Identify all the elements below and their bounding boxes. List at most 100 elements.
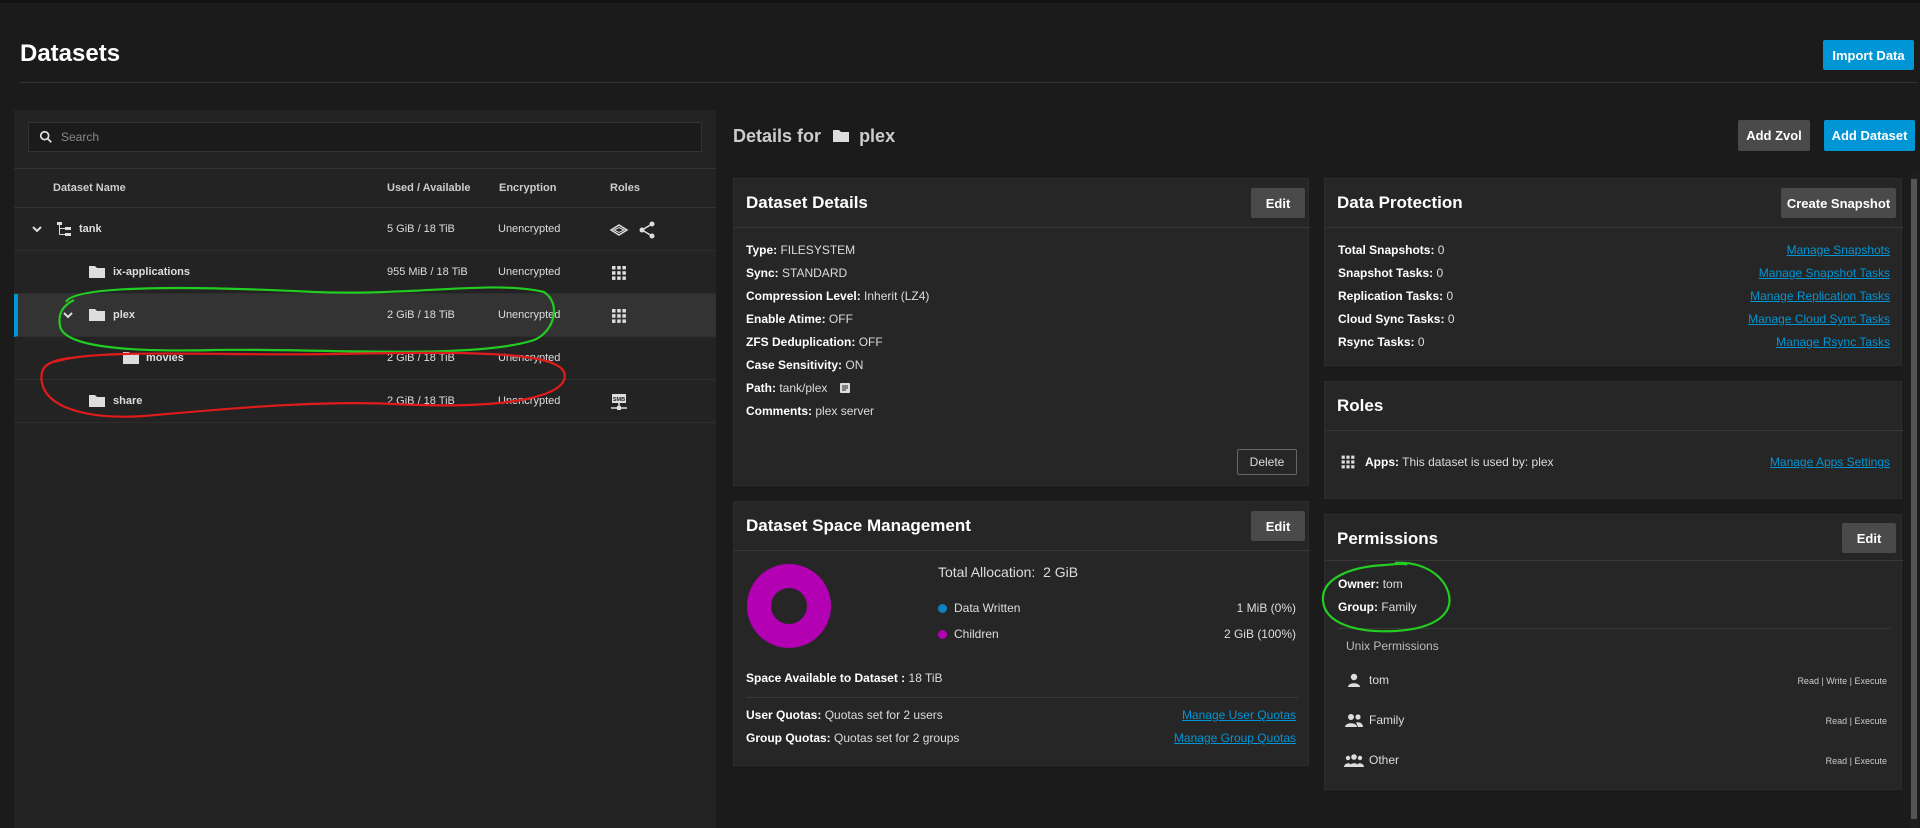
used-available: 2 GiB / 18 TiB <box>387 352 455 364</box>
col-dataset-name[interactable]: Dataset Name <box>53 182 126 194</box>
space-available: Space Available to Dataset : 18 TiB <box>746 671 943 685</box>
apps-grid-icon <box>1341 455 1355 469</box>
dataset-details-card: Dataset Details Edit Type: FILESYSTEM Sy… <box>733 178 1310 486</box>
add-zvol-button[interactable]: Add Zvol <box>1738 120 1810 151</box>
permission-entry-name: Family <box>1369 713 1405 727</box>
divider <box>1337 628 1891 629</box>
edit-space-button[interactable]: Edit <box>1251 511 1305 541</box>
manage-rsync-tasks-link[interactable]: Manage Rsync Tasks <box>1776 335 1890 349</box>
encryption-status: Unencrypted <box>498 223 561 235</box>
table-header: Dataset Name Used / Available Encryption… <box>14 168 716 208</box>
replication-tasks: Replication Tasks: 0 <box>1338 289 1454 303</box>
divider <box>734 227 1310 228</box>
table-row[interactable]: movies 2 GiB / 18 TiB Unencrypted <box>14 337 716 380</box>
cloud-sync-tasks: Cloud Sync Tasks: 0 <box>1338 312 1455 326</box>
snapshot-tasks: Snapshot Tasks: 0 <box>1338 266 1444 280</box>
divider <box>746 697 1298 698</box>
network-share-icon <box>609 224 629 236</box>
encryption-status: Unencrypted <box>498 266 561 278</box>
legend-children: Children <box>938 627 999 641</box>
col-encryption[interactable]: Encryption <box>499 182 557 194</box>
apps-grid-icon <box>612 309 626 323</box>
detail-case-sensitivity: Case Sensitivity: ON <box>746 358 864 372</box>
folder-icon <box>833 130 850 142</box>
others-icon <box>1344 754 1364 767</box>
table-row[interactable]: share 2 GiB / 18 TiB Unencrypted SMB <box>14 380 716 423</box>
card-title: Permissions <box>1337 529 1439 548</box>
data-protection-card: Data Protection Create Snapshot Total Sn… <box>1324 178 1903 366</box>
dataset-name: plex <box>113 309 136 321</box>
legend-data-written: Data Written <box>938 601 1020 615</box>
folder-icon <box>89 266 105 278</box>
dataset-name: ix-applications <box>113 266 191 278</box>
folder-icon <box>89 395 105 407</box>
donut-children-slice <box>747 564 831 648</box>
user-quotas: User Quotas: Quotas set for 2 users <box>746 708 943 722</box>
create-snapshot-button[interactable]: Create Snapshot <box>1781 188 1896 218</box>
card-title: Roles <box>1337 396 1384 415</box>
smb-share-icon: SMB <box>611 394 627 410</box>
copy-icon[interactable] <box>839 382 851 394</box>
total-allocation: Total Allocation: 2 GiB <box>938 564 1079 580</box>
manage-cloud-sync-tasks-link[interactable]: Manage Cloud Sync Tasks <box>1748 312 1890 326</box>
permission-entry-rights: Read | Execute <box>1825 756 1887 766</box>
green-annotation-circle <box>1321 561 1451 633</box>
used-available: 5 GiB / 18 TiB <box>387 223 455 235</box>
details-prefix: Details for <box>733 126 822 146</box>
col-roles[interactable]: Roles <box>610 182 640 194</box>
manage-user-quotas-link[interactable]: Manage User Quotas <box>1181 708 1296 722</box>
divider <box>1325 227 1903 228</box>
manage-snapshot-tasks-link[interactable]: Manage Snapshot Tasks <box>1758 266 1890 280</box>
chevron-down-icon[interactable] <box>61 308 75 322</box>
import-data-button[interactable]: Import Data <box>1823 40 1914 70</box>
folder-icon <box>123 352 139 364</box>
detail-atime: Enable Atime: OFF <box>746 312 853 326</box>
legend-children-value: 2 GiB (100%) <box>1223 627 1296 641</box>
scrollbar-thumb[interactable] <box>1911 179 1917 819</box>
permission-entry-rights: Read | Execute <box>1825 716 1887 726</box>
scrollbar[interactable] <box>1910 173 1918 828</box>
chevron-down-icon[interactable] <box>30 222 44 236</box>
unix-permissions-label: Unix Permissions <box>1346 639 1439 653</box>
edit-details-button[interactable]: Edit <box>1251 188 1305 218</box>
pool-tree-icon <box>57 222 71 236</box>
group-quotas: Group Quotas: Quotas set for 2 groups <box>746 731 960 745</box>
svg-text:SMB: SMB <box>613 397 625 403</box>
rsync-tasks: Rsync Tasks: 0 <box>1338 335 1425 349</box>
manage-apps-settings-link[interactable]: Manage Apps Settings <box>1769 455 1890 469</box>
table-row[interactable]: tank 5 GiB / 18 TiB Unencrypted <box>14 208 716 251</box>
permission-owner: Owner: tom <box>1338 577 1403 591</box>
permission-entry-name: Other <box>1369 753 1400 767</box>
delete-button[interactable]: Delete <box>1237 449 1297 475</box>
roles-card: Roles Apps: This dataset is used by: ple… <box>1324 381 1903 499</box>
manage-group-quotas-link[interactable]: Manage Group Quotas <box>1173 731 1296 745</box>
detail-sync: Sync: STANDARD <box>746 266 848 280</box>
space-donut-chart <box>747 564 831 648</box>
dataset-name: share <box>113 395 143 407</box>
col-used-available[interactable]: Used / Available <box>387 182 471 194</box>
divider <box>1325 430 1903 431</box>
table-row-selected[interactable]: plex 2 GiB / 18 TiB Unencrypted <box>14 294 716 337</box>
encryption-status: Unencrypted <box>498 395 561 407</box>
manage-replication-tasks-link[interactable]: Manage Replication Tasks <box>1750 289 1890 303</box>
add-dataset-button[interactable]: Add Dataset <box>1824 120 1915 151</box>
card-title: Dataset Details <box>746 193 868 212</box>
detail-type: Type: FILESYSTEM <box>746 243 856 257</box>
edit-permissions-button[interactable]: Edit <box>1842 523 1896 553</box>
search-input[interactable] <box>61 123 691 151</box>
space-management-card: Dataset Space Management Edit Total Allo… <box>733 501 1310 766</box>
used-available: 2 GiB / 18 TiB <box>387 309 455 321</box>
group-icon <box>1345 714 1363 727</box>
permission-entry-rights: Read | Write | Execute <box>1797 676 1887 686</box>
table-row[interactable]: ix-applications 955 MiB / 18 TiB Unencry… <box>14 251 716 294</box>
apps-grid-icon <box>612 266 626 280</box>
top-border <box>0 0 1920 3</box>
search-box[interactable] <box>28 122 702 152</box>
folder-icon <box>89 309 105 321</box>
divider <box>1325 560 1903 561</box>
legend-data-written-value: 1 MiB (0%) <box>1236 601 1296 615</box>
manage-snapshots-link[interactable]: Manage Snapshots <box>1786 243 1890 257</box>
permission-entry-name: tom <box>1369 673 1390 687</box>
permission-group: Group: Family <box>1338 600 1417 614</box>
card-title: Data Protection <box>1337 193 1463 212</box>
